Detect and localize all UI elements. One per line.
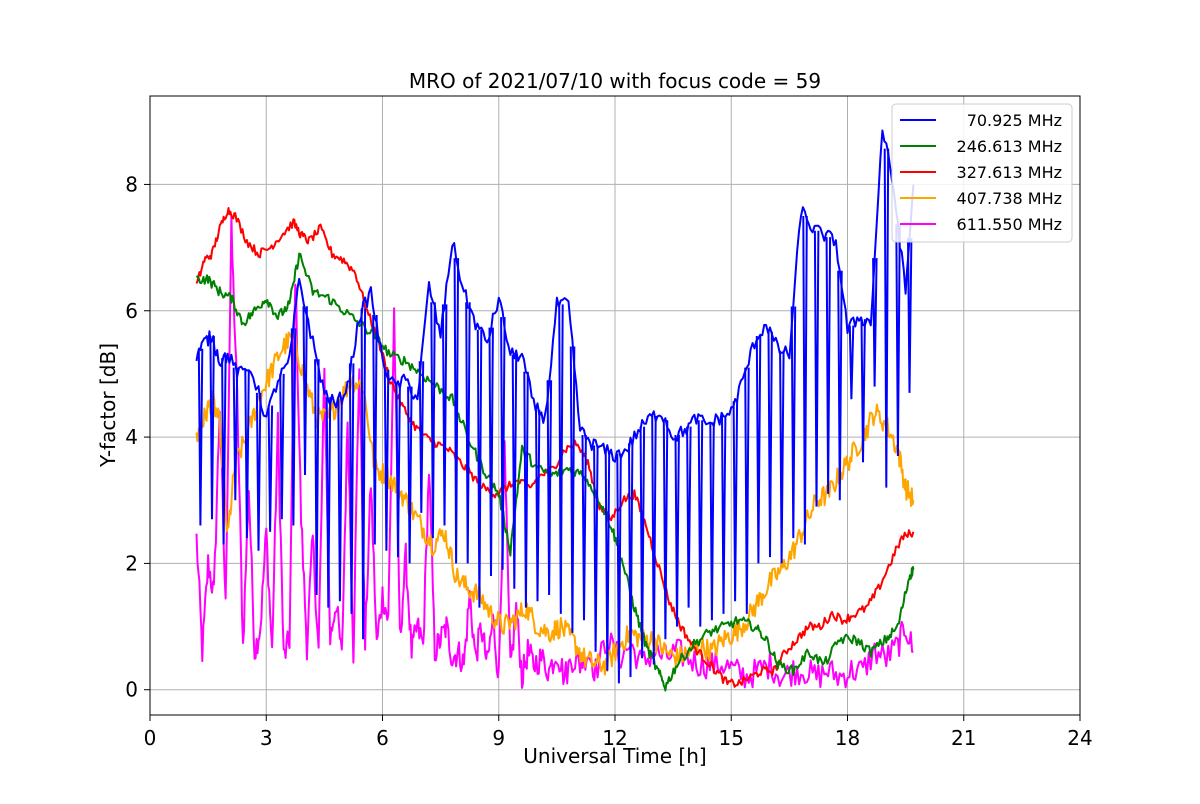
series-dip <box>383 369 390 551</box>
series-70-925-mhz <box>195 129 915 684</box>
series-dip <box>593 445 599 652</box>
y-tick-label: 2 <box>125 551 138 575</box>
x-tick-label: 6 <box>376 726 389 750</box>
legend: 70.925 MHz 246.613 MHz 327.613 MHz 407.738 … <box>891 103 1073 243</box>
series-dip <box>790 306 797 539</box>
series-dip <box>290 328 297 526</box>
series-dip <box>511 354 518 589</box>
series-dip <box>639 426 646 659</box>
chart-title: MRO of 2021/07/10 with focus code = 59 <box>409 69 821 93</box>
series-dip <box>407 386 413 564</box>
series-dip <box>244 369 250 539</box>
series-dip <box>546 380 553 596</box>
series-dip <box>581 434 587 621</box>
series-dip <box>441 304 448 526</box>
series-dip <box>558 304 564 614</box>
series-dip <box>674 434 680 627</box>
y-tick-label: 6 <box>125 299 138 323</box>
series-dip <box>418 361 425 513</box>
series-dip <box>535 409 541 602</box>
series-dip <box>569 346 576 633</box>
series-dip <box>802 215 808 545</box>
series-dip <box>755 335 762 564</box>
legend-label-246-613-mhz: 246.613 MHz <box>957 137 1062 156</box>
series-dip <box>721 415 727 614</box>
series-dip <box>813 230 820 507</box>
series-dip <box>267 405 274 532</box>
series-dip <box>430 302 436 539</box>
series-dip <box>314 359 320 596</box>
series-dip <box>651 415 657 665</box>
series-dip <box>395 384 401 558</box>
x-tick-label: 21 <box>951 726 976 750</box>
x-tick-label: 0 <box>144 726 157 750</box>
series-dip <box>325 397 332 608</box>
series-dip <box>907 238 913 393</box>
series-dip <box>604 451 611 671</box>
y-tick-label: 4 <box>125 425 138 449</box>
series-dip <box>628 443 634 678</box>
series-dip <box>662 420 669 640</box>
series-dip <box>616 453 622 684</box>
series-dip <box>686 426 692 608</box>
series-dip <box>302 306 308 476</box>
series-dip <box>697 420 704 627</box>
legend-label-611-550-mhz: 611.550 MHz <box>957 215 1062 234</box>
legend-label-70-925-mhz: 70.925 MHz <box>967 111 1062 130</box>
series-dip <box>209 335 215 520</box>
series-dip <box>476 329 483 608</box>
series-dip <box>488 327 494 577</box>
legend-label-407-738-mhz: 407.738 MHz <box>957 189 1062 208</box>
series-line <box>195 207 915 688</box>
series-327-613-mhz <box>195 207 915 688</box>
series-dip <box>360 308 367 640</box>
series-dip <box>372 314 378 545</box>
legend-box <box>891 103 1073 243</box>
x-axis-label: Universal Time [h] <box>523 744 706 768</box>
series-dip <box>709 422 715 621</box>
x-tick-label: 12 <box>602 726 627 750</box>
series-dip <box>465 302 471 564</box>
series-dip <box>895 224 901 457</box>
legend-label-327-613-mhz: 327.613 MHz <box>957 163 1062 182</box>
series-dip <box>500 317 506 570</box>
series-dip <box>279 373 285 520</box>
series-407-738-mhz <box>195 329 915 676</box>
series-dip <box>825 237 832 494</box>
series-dip <box>232 367 239 501</box>
series-dip <box>255 392 262 551</box>
y-tick-label: 0 <box>125 678 138 702</box>
series-line <box>195 214 914 689</box>
series-dip <box>744 367 750 614</box>
series-dip <box>779 350 785 564</box>
series-dip <box>848 325 855 400</box>
series-dip <box>837 270 843 501</box>
y-axis-label: Y-factor [dB] <box>96 343 120 468</box>
series-dip <box>221 358 227 545</box>
series-dip <box>523 371 529 608</box>
x-tick-label: 15 <box>719 726 744 750</box>
series-dip <box>197 348 204 526</box>
series-dip <box>337 399 343 602</box>
series-dip <box>348 363 355 614</box>
series-dip <box>453 258 460 564</box>
x-tick-label: 3 <box>260 726 273 750</box>
x-tick-label: 9 <box>492 726 505 750</box>
series-dip <box>883 148 890 488</box>
x-tick-label: 18 <box>835 726 860 750</box>
series-layer <box>195 129 915 692</box>
series-dip <box>767 331 773 558</box>
series-line <box>195 329 915 676</box>
y-tick-label: 8 <box>125 172 138 196</box>
series-dip <box>732 401 739 602</box>
series-dip <box>860 319 866 463</box>
series-dip <box>872 258 878 387</box>
x-tick-label: 24 <box>1067 726 1092 750</box>
series-611-550-mhz <box>195 214 914 689</box>
